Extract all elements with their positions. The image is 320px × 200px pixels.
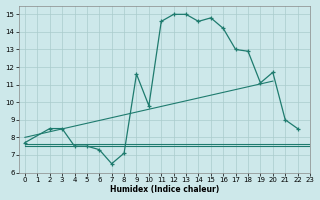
X-axis label: Humidex (Indice chaleur): Humidex (Indice chaleur) — [110, 185, 219, 194]
